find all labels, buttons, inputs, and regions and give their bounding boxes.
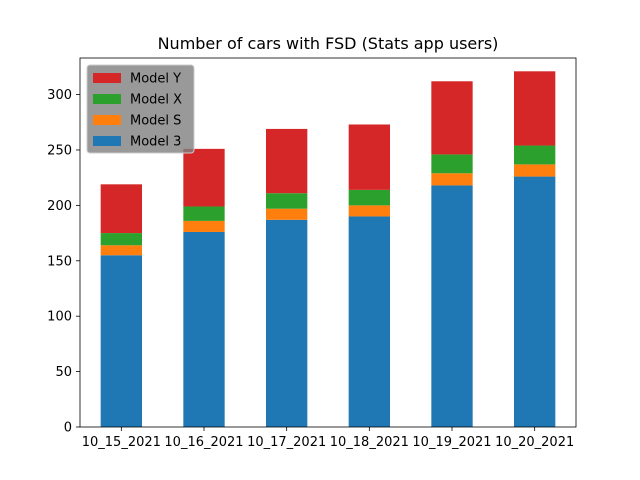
bar-model-s-10_19_2021 [431, 173, 473, 186]
bar-model-y-10_15_2021 [100, 184, 142, 234]
legend-box [86, 64, 195, 154]
axes-frame [79, 57, 577, 428]
legend-swatch-model-y [93, 73, 121, 83]
y-tick-label: 200 [47, 199, 72, 214]
bar-model-s-10_20_2021 [514, 164, 556, 177]
chart-title: Number of cars with FSD (Stats app users… [158, 34, 499, 53]
bar-model-y-10_17_2021 [266, 128, 308, 194]
bar-model-3-10_18_2021 [348, 216, 390, 427]
x-tick-label: 10_19_2021 [412, 435, 491, 450]
bar-model-y-10_20_2021 [514, 71, 556, 146]
bar-model-3-10_20_2021 [514, 176, 556, 427]
bar-model-3-10_15_2021 [100, 255, 142, 427]
legend-label-model-s: Model S [130, 114, 181, 129]
bar-model-3-10_17_2021 [266, 219, 308, 427]
y-tick-label: 150 [47, 254, 72, 269]
legend: Model Y Model X Model S Model 3 [86, 64, 195, 154]
y-tick-label: 0 [64, 421, 72, 436]
legend-swatch-model-3 [93, 136, 121, 146]
bar-model-y-10_16_2021 [183, 148, 225, 207]
bar-model-x-10_19_2021 [431, 154, 473, 174]
bar-model-x-10_18_2021 [348, 189, 390, 206]
x-tick-label: 10_16_2021 [164, 435, 243, 450]
y-tick-label: 50 [55, 365, 72, 380]
bar-model-s-10_15_2021 [100, 245, 142, 256]
bar-model-y-10_18_2021 [348, 124, 390, 190]
bar-model-s-10_17_2021 [266, 208, 308, 220]
bar-model-x-10_16_2021 [183, 206, 225, 221]
legend-label-model-3: Model 3 [130, 135, 181, 150]
y-tick-label: 250 [47, 143, 72, 158]
y-tick-label: 300 [47, 88, 72, 103]
x-tick-label: 10_15_2021 [82, 435, 161, 450]
bar-model-y-10_19_2021 [431, 81, 473, 155]
bar-model-s-10_18_2021 [348, 205, 390, 217]
bar-model-3-10_16_2021 [183, 231, 225, 427]
bar-model-x-10_17_2021 [266, 193, 308, 209]
legend-swatch-model-s [93, 115, 121, 125]
x-tick-label: 10_20_2021 [495, 435, 574, 450]
bar-model-x-10_15_2021 [100, 233, 142, 246]
plot-area: 10_15_2021 10_16_2021 10_17_2021 10_18_2021… [47, 57, 577, 450]
bar-model-3-10_19_2021 [431, 185, 473, 427]
legend-swatch-model-x [93, 94, 121, 104]
x-tick-label: 10_17_2021 [247, 435, 326, 450]
legend-label-model-y: Model Y [130, 72, 181, 87]
legend-label-model-x: Model X [130, 93, 182, 108]
y-tick-label: 100 [47, 310, 72, 325]
x-tick-label: 10_18_2021 [330, 435, 409, 450]
bar-model-x-10_20_2021 [514, 145, 556, 165]
bar-model-s-10_16_2021 [183, 220, 225, 232]
